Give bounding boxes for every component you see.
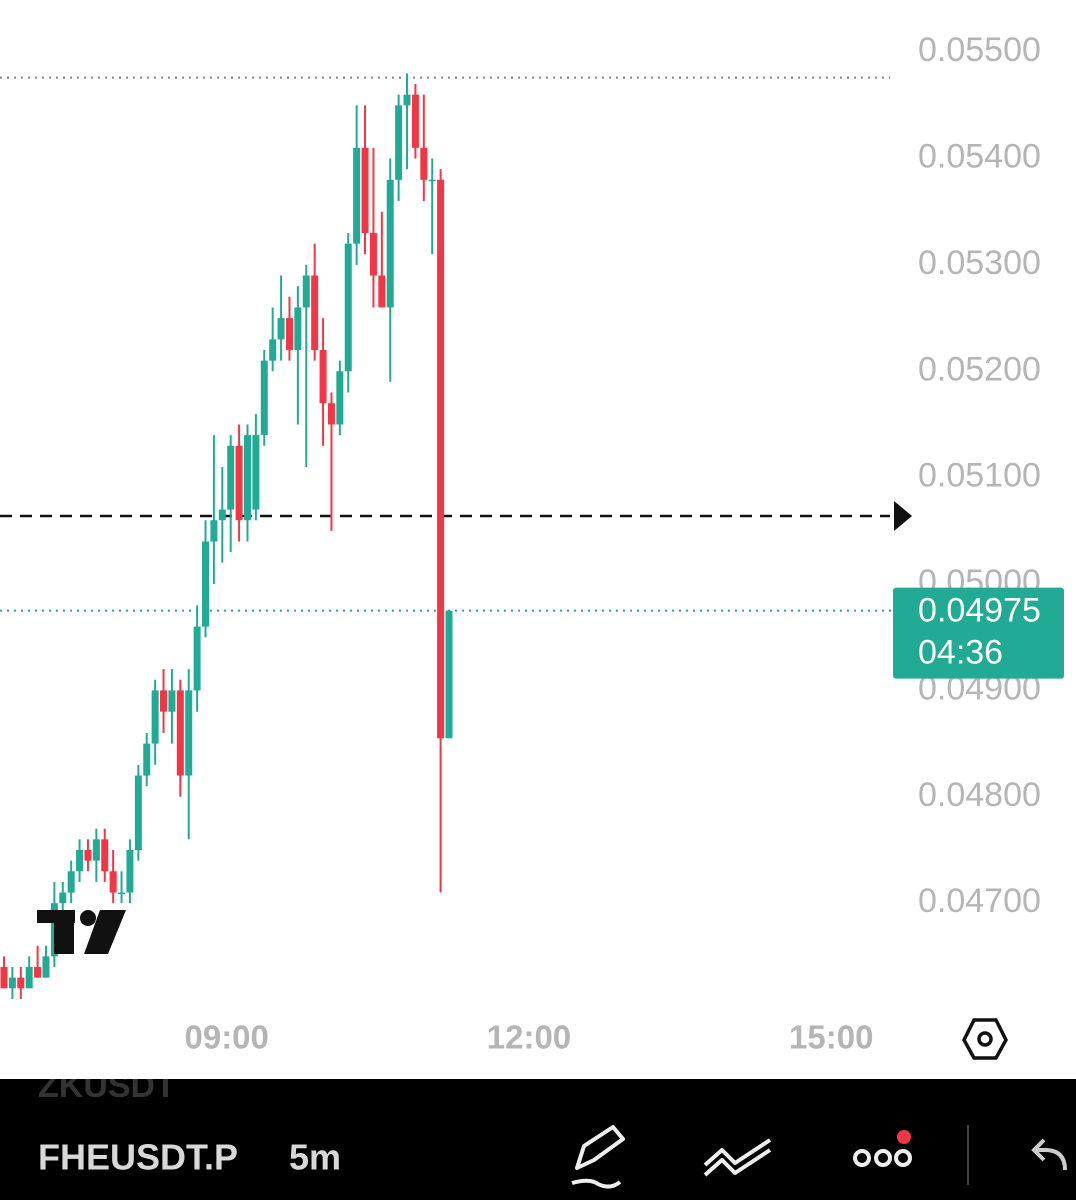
candle-body — [193, 626, 201, 691]
y-tick-label: 0.05100 — [918, 457, 1041, 495]
candle-body — [336, 371, 344, 425]
candle-body — [176, 690, 184, 776]
candle-body — [319, 350, 327, 404]
candle-body — [210, 520, 218, 542]
candle-body — [134, 775, 142, 850]
candle-body — [260, 360, 268, 436]
indicators-icon[interactable] — [703, 1138, 772, 1177]
candle-body — [0, 967, 8, 989]
logo — [37, 910, 126, 954]
back-icon[interactable] — [1031, 1138, 1067, 1171]
candle-body — [59, 892, 67, 904]
candle-body — [327, 403, 335, 425]
candle-body — [269, 339, 277, 361]
plot: 0.055000.054000.053000.052000.051000.050… — [0, 31, 1064, 1056]
candle-body — [101, 839, 109, 872]
candle-body — [185, 690, 193, 776]
candle-body — [395, 105, 403, 180]
y-tick-label: 0.04700 — [918, 882, 1041, 920]
candle-body — [168, 690, 176, 712]
candle-body — [84, 850, 92, 861]
candle-body — [218, 509, 226, 521]
candle-body — [126, 850, 134, 893]
settings-icon[interactable] — [962, 1018, 1008, 1060]
candle-body — [420, 147, 428, 180]
y-tick-label: 0.05300 — [918, 244, 1041, 282]
draw-icon[interactable] — [571, 1125, 625, 1189]
candle-body — [353, 147, 361, 244]
candle-body — [311, 275, 319, 350]
toolbar — [0, 1079, 1076, 1200]
candle-body — [235, 445, 243, 521]
interval[interactable]: 5m — [289, 1137, 341, 1178]
candle-body — [17, 977, 25, 989]
candle-body — [361, 147, 369, 233]
countdown-label: 04:36 — [918, 634, 1003, 672]
candle-body — [109, 871, 117, 893]
candle-body — [243, 435, 251, 521]
candle-body — [344, 243, 352, 372]
candle-body — [67, 871, 75, 893]
candle-body — [403, 94, 411, 106]
candle-body — [227, 445, 235, 510]
candle-body — [34, 967, 42, 978]
x-tick-label: 12:00 — [487, 1019, 571, 1056]
candle-body — [118, 892, 126, 895]
candle-body — [252, 435, 260, 510]
previous-symbol[interactable]: ZKUSDT — [38, 1067, 176, 1105]
candle-body — [386, 179, 394, 308]
candle-body — [369, 232, 377, 276]
candle-body — [411, 94, 419, 148]
y-tick-label: 0.05500 — [918, 31, 1041, 69]
x-tick-label: 09:00 — [184, 1019, 268, 1056]
candle-body — [202, 541, 210, 627]
candle-body — [445, 610, 453, 739]
x-tick-label: 15:00 — [789, 1019, 873, 1056]
y-tick-label: 0.05400 — [918, 137, 1041, 175]
candle-body — [143, 743, 151, 776]
candle-body — [151, 690, 159, 744]
candle-body — [302, 275, 310, 308]
price-label-box — [893, 587, 1064, 679]
symbol[interactable]: FHEUSDT.P — [38, 1137, 238, 1178]
candle-body — [428, 179, 436, 182]
candle-body — [285, 318, 293, 350]
candle-body — [277, 318, 285, 340]
candle-body — [25, 967, 33, 989]
candle-body — [8, 977, 16, 989]
y-tick-label: 0.05200 — [918, 350, 1041, 388]
candle-body — [160, 690, 168, 712]
more-icon[interactable] — [853, 1149, 912, 1167]
candle-body — [294, 307, 302, 350]
notification-dot — [897, 1130, 911, 1144]
candle-body — [437, 179, 445, 739]
alert-arrow[interactable] — [894, 500, 912, 531]
candle-body — [92, 839, 100, 861]
candle-body — [42, 956, 50, 978]
candle-body — [378, 275, 386, 308]
candle-body — [76, 850, 84, 872]
last-price-label: 0.04975 — [918, 592, 1041, 630]
y-tick-label: 0.04800 — [918, 776, 1041, 814]
